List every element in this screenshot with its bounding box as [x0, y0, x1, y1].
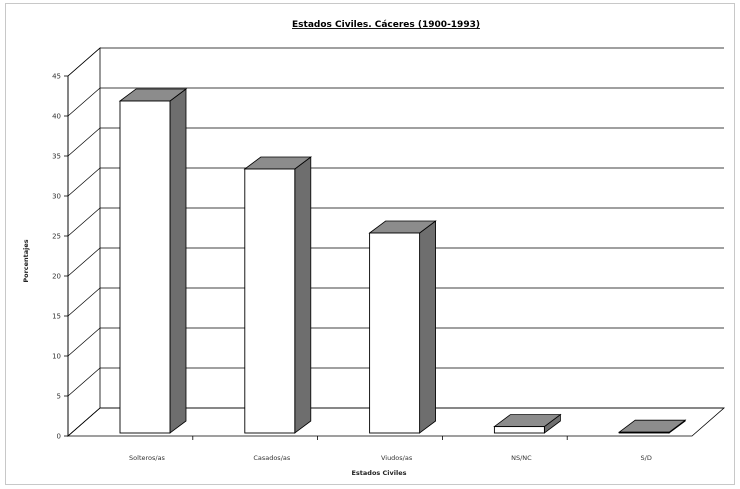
left-wall [67, 47, 101, 437]
grid-line-diagonal [67, 407, 101, 437]
x-category-label: Viudos/as [381, 454, 413, 462]
grid-line-diagonal [67, 247, 101, 277]
x-category-label: S/D [641, 454, 652, 462]
bar-side [419, 220, 437, 434]
y-tick-label: 40 [52, 113, 61, 121]
x-category-label: NS/NC [511, 454, 532, 462]
chart-title: Estados Civiles. Cáceres (1900-1993) [292, 20, 480, 30]
grid-line-diagonal [67, 87, 101, 117]
y-axis-ticks: 0 5 10 15 20 25 30 35 40 45 [52, 73, 69, 441]
grid-line-diagonal [67, 327, 101, 357]
bar [493, 413, 562, 434]
bar [618, 419, 687, 434]
bar [118, 88, 188, 434]
bar-side [294, 156, 312, 434]
grid-line-diagonal [67, 127, 101, 157]
bar-front [119, 100, 171, 434]
bar-front [369, 232, 421, 434]
bar-chart-3d: Estados Civiles. Cáceres (1900-1993) 0 5 1… [22, 20, 726, 477]
x-category-label: Casados/as [253, 454, 291, 462]
y-axis-label: Porcentajes [22, 239, 30, 282]
chart-frame: Estados Civiles. Cáceres (1900-1993) 0 5 1… [5, 3, 735, 485]
x-category-label: Solteros/as [129, 454, 166, 462]
x-axis-label: Estados Civiles [351, 469, 406, 477]
y-tick-label: 10 [52, 353, 61, 361]
grid-line-diagonal [67, 367, 101, 397]
bar-front [618, 431, 670, 434]
grid-line-diagonal [67, 167, 101, 197]
y-tick-label: 35 [52, 153, 61, 161]
y-tick-label: 30 [52, 193, 61, 201]
y-tick-label: 5 [57, 393, 61, 401]
bar-front [493, 426, 545, 434]
y-tick-label: 20 [52, 273, 61, 281]
bar [368, 220, 437, 434]
x-axis-categories: Solteros/as Casados/as Viudos/as NS/NC S/D [129, 436, 652, 462]
bar-top [618, 419, 687, 433]
grid-line-diagonal [67, 47, 101, 77]
y-tick-label: 25 [52, 233, 61, 241]
y-tick-label: 45 [52, 73, 61, 81]
bar-front [244, 168, 296, 434]
bars [118, 88, 687, 434]
grid-line-diagonal [67, 287, 101, 317]
bar-side [169, 88, 187, 434]
grid-line-diagonal [67, 207, 101, 237]
bar [243, 156, 312, 434]
y-tick-label: 15 [52, 313, 61, 321]
y-tick-label: 0 [57, 433, 61, 441]
